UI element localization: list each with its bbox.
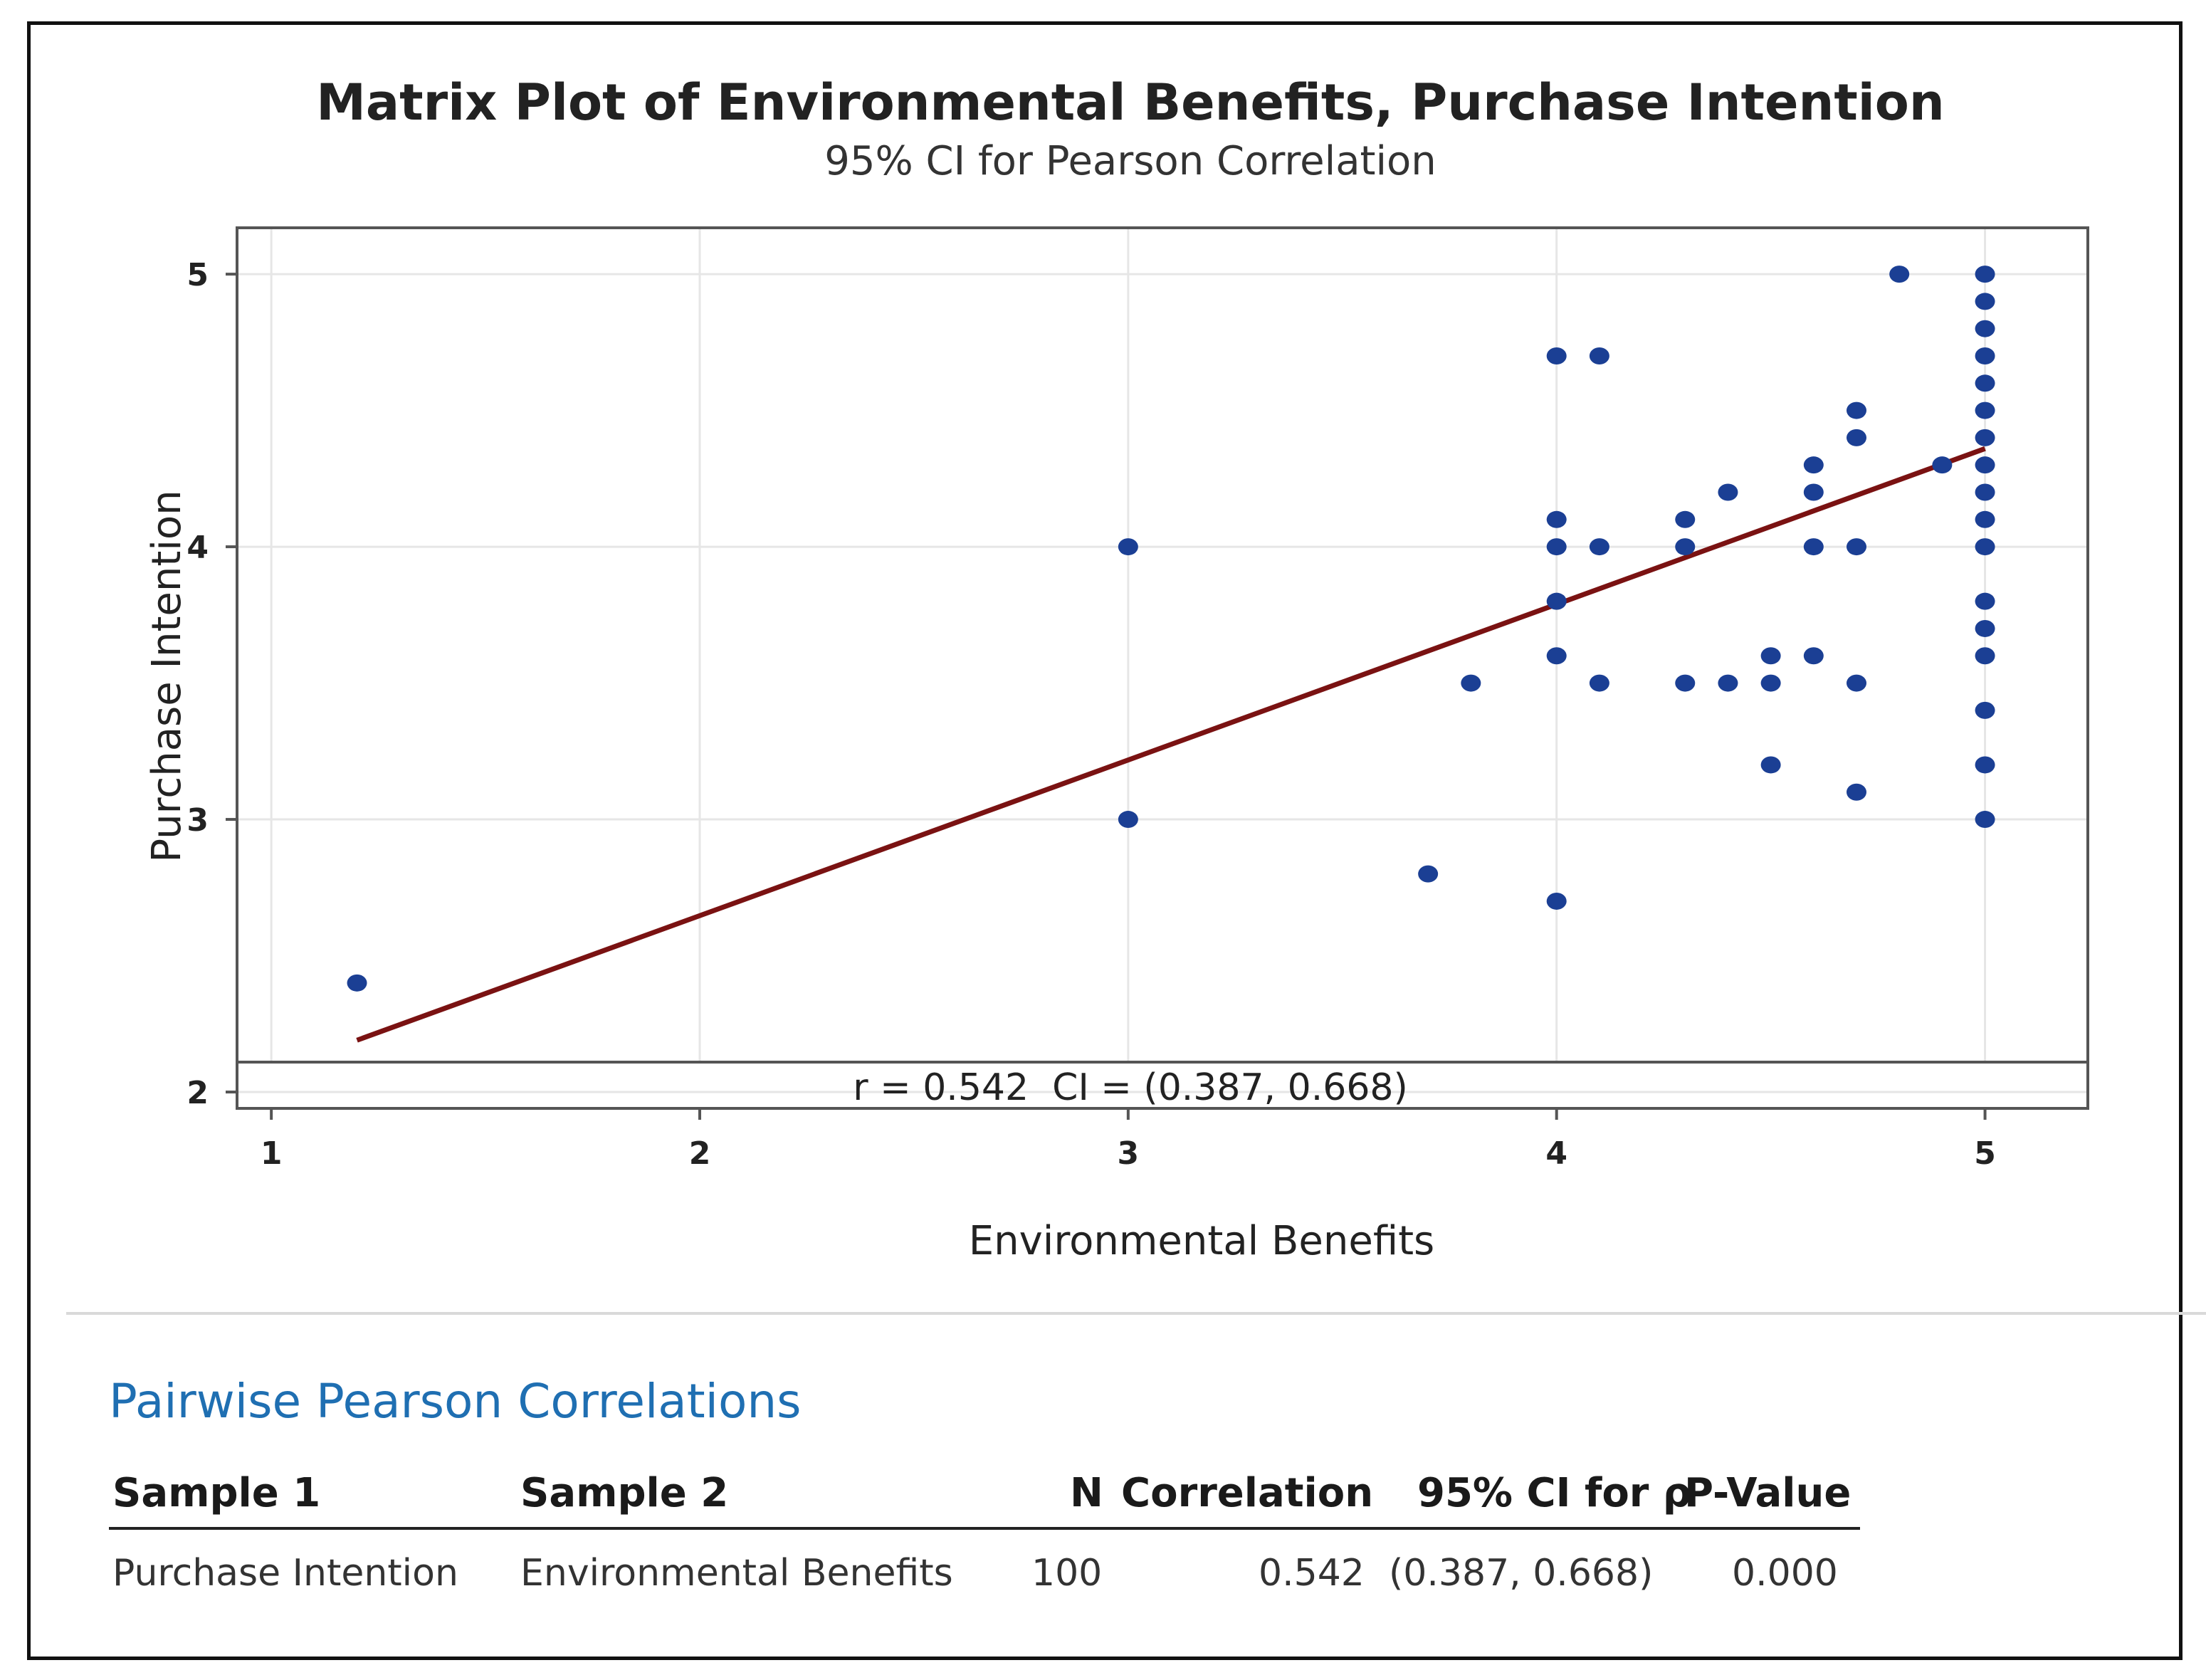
data-point [1975, 647, 1995, 665]
chart-panel: Matrix Plot of Environmental Benefits, P… [66, 46, 2206, 1313]
data-point [1675, 674, 1696, 692]
x-tick-label: 1 [261, 1135, 283, 1172]
x-tick-label: 5 [1974, 1135, 1996, 1172]
data-point [1760, 674, 1781, 692]
data-point [1975, 320, 1995, 337]
header-sample2: Sample 2 [520, 1470, 729, 1516]
data-point [1975, 456, 1995, 474]
data-point [1803, 538, 1824, 556]
header-correlation: Correlation [1121, 1470, 1374, 1516]
data-point [1889, 266, 1910, 283]
data-point [1546, 892, 1567, 910]
regression-line [356, 446, 1986, 1043]
data-point [1760, 647, 1781, 665]
data-point [1718, 483, 1738, 501]
data-point [1546, 647, 1567, 665]
data-point [1847, 538, 1866, 556]
y-tick-label: 4 [187, 530, 209, 566]
data-point [1975, 756, 1995, 774]
x-tick-label: 3 [1118, 1135, 1140, 1172]
points-group [347, 266, 1995, 992]
table-title: Pairwise Pearson Correlations [109, 1374, 802, 1429]
data-point [347, 974, 367, 992]
y-axis-label: Purchase Intention [144, 490, 190, 862]
header-n: N [1070, 1470, 1103, 1516]
y-tick-label: 3 [187, 802, 209, 839]
data-point [1118, 811, 1138, 829]
data-point [1847, 429, 1866, 446]
data-point [1975, 483, 1995, 501]
data-point [1418, 865, 1439, 883]
data-point [1546, 538, 1567, 556]
data-point [1589, 347, 1609, 364]
data-point [1975, 347, 1995, 364]
data-point [1975, 592, 1995, 610]
data-point [1932, 456, 1953, 474]
grid-lines [237, 228, 2088, 1093]
x-axis-ticks: 1 2 3 4 5 [261, 1108, 1996, 1172]
data-point [1461, 674, 1481, 692]
data-point [1975, 701, 1995, 719]
data-point [1975, 293, 1995, 310]
cell-sample2: Environmental Benefits [520, 1552, 953, 1595]
cell-pvalue: 0.000 [1732, 1552, 1838, 1595]
cell-n: 100 [1031, 1552, 1103, 1595]
data-point [1589, 674, 1609, 692]
figure-frame: Matrix Plot of Environmental Benefits, P… [27, 21, 2206, 1660]
cell-correlation: 0.542 [1259, 1552, 1365, 1595]
data-point [1847, 783, 1866, 801]
data-point [1546, 510, 1567, 528]
data-point [1118, 538, 1138, 556]
plot-area-border [236, 226, 2089, 1110]
data-point [1847, 674, 1866, 692]
cell-sample1: Purchase Intention [112, 1552, 458, 1595]
data-point [1847, 401, 1866, 419]
table-header-rule [109, 1527, 1860, 1530]
x-axis-label: Environmental Benefits [969, 1218, 1434, 1264]
x-tick-label: 4 [1545, 1135, 1567, 1172]
fit-line-group [356, 446, 1986, 1043]
data-point [1803, 647, 1824, 665]
data-point [1975, 429, 1995, 446]
data-point [1803, 456, 1824, 474]
chart-subtitle: 95% CI for Pearson Correlation [824, 138, 1436, 184]
y-axis-ticks: 2 3 4 5 [187, 257, 237, 1111]
scatter-chart: Matrix Plot of Environmental Benefits, P… [144, 73, 2089, 1264]
data-point [1975, 401, 1995, 419]
x-tick-label: 2 [689, 1135, 711, 1172]
cell-ci: (0.387, 0.668) [1389, 1552, 1654, 1595]
section-divider [66, 1312, 2206, 1315]
data-point [1975, 619, 1995, 637]
header-ci: 95% CI for ρ [1417, 1470, 1691, 1516]
data-point [1975, 538, 1995, 556]
y-tick-label: 5 [187, 257, 209, 293]
y-tick-label: 2 [187, 1075, 209, 1111]
data-point [1546, 347, 1567, 364]
data-point [1975, 811, 1995, 829]
data-point [1589, 538, 1609, 556]
data-point [1675, 538, 1696, 556]
data-point [1760, 756, 1781, 774]
data-point [1718, 674, 1738, 692]
data-point [1546, 592, 1567, 610]
data-point [1975, 374, 1995, 392]
data-point [1675, 510, 1696, 528]
header-sample1: Sample 1 [112, 1470, 321, 1516]
header-pvalue: P-Value [1684, 1470, 1852, 1516]
data-point [1975, 266, 1995, 283]
chart-title: Matrix Plot of Environmental Benefits, P… [316, 73, 1944, 132]
data-point [1803, 483, 1824, 501]
data-point [1975, 510, 1995, 528]
correlation-annotation: r = 0.542 CI = (0.387, 0.668) [853, 1066, 1408, 1109]
